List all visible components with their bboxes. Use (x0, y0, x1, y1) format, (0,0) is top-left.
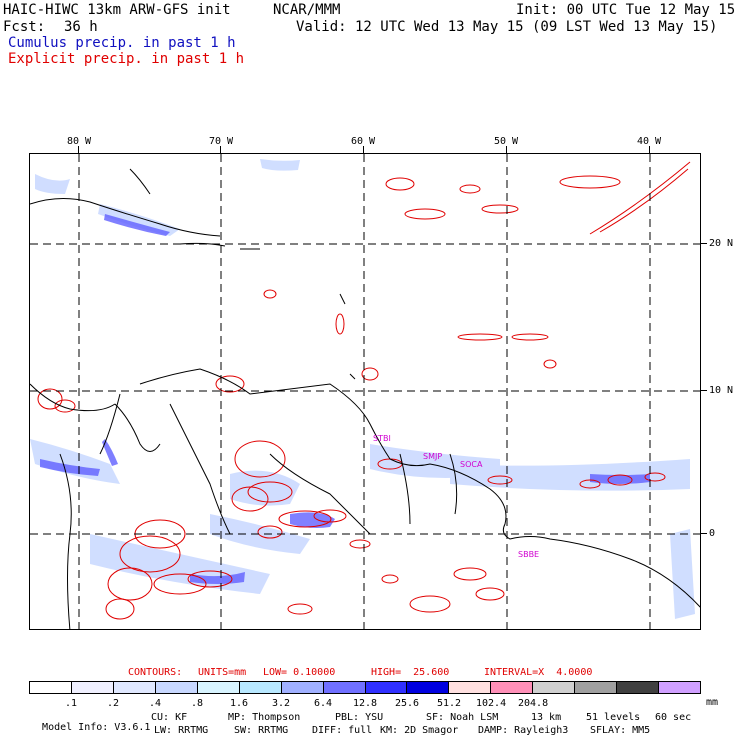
colorbar-tick-label: 102.4 (476, 698, 507, 709)
colorbar-tick-label: 3.2 (272, 698, 291, 709)
precip-map: STBI SMJP SOCA SBBE (29, 153, 701, 630)
model-cu: CU: KF (151, 712, 188, 723)
colorbar-swatch (155, 682, 198, 693)
colorbar-tick-label: 51.2 (437, 698, 462, 709)
colorbar-swatch (491, 682, 534, 693)
colorbar-tick-label: .1 (65, 698, 78, 709)
cumulus-precip-cores (40, 214, 650, 584)
center-name: NCAR/MMM (273, 2, 341, 18)
lat-label-10n: 10 N (709, 385, 734, 396)
station-label: SMJP (423, 452, 443, 461)
lon-label-50w: 50 W (494, 136, 519, 147)
model-pbl: PBL: YSU (335, 712, 384, 723)
colorbar-swatch (197, 682, 240, 693)
lon-tick (649, 146, 650, 153)
contours-label: CONTOURS: (128, 667, 183, 678)
colorbar-tick-label: .4 (149, 698, 162, 709)
model-levels: 51 levels (586, 712, 641, 723)
lat-label-20n: 20 N (709, 238, 734, 249)
model-damp: DAMP: Rayleigh3 (478, 725, 569, 736)
map-graphic (30, 154, 700, 629)
lon-tick (363, 146, 364, 153)
cumulus-precip-shading (30, 159, 695, 619)
colorbar-tick-label: .8 (191, 698, 204, 709)
model-sflay: SFLAY: MM5 (590, 725, 651, 736)
lon-label-40w: 40 W (637, 136, 662, 147)
contours-low: LOW= 0.10000 (263, 667, 336, 678)
lon-tick (78, 146, 79, 153)
lat-lon-grid (30, 154, 700, 629)
model-info-line-1: Model Info: V3.6.1 (30, 713, 150, 733)
station-label: STBI (373, 434, 391, 443)
colorbar-swatch (365, 682, 408, 693)
colorbar-tick-label: 204.8 (518, 698, 549, 709)
colorbar-tick-label: 1.6 (230, 698, 249, 709)
model-resolution: 13 km (531, 712, 562, 723)
colorbar-tick-label: 25.6 (395, 698, 420, 709)
model-version: Model Info: V3.6.1 (42, 722, 151, 733)
coastlines (30, 168, 700, 629)
lat-tick (701, 390, 707, 391)
model-lw: LW: RRTMG (154, 725, 209, 736)
colorbar-swatch (239, 682, 282, 693)
lat-tick (701, 243, 707, 244)
colorbar-swatch (449, 682, 492, 693)
lon-label-70w: 70 W (209, 136, 234, 147)
legend-explicit: Explicit precip. in past 1 h (8, 51, 245, 67)
colorbar-swatch (407, 682, 450, 693)
colorbar-swatch (281, 682, 324, 693)
contours-high: HIGH= 25.600 (371, 667, 450, 678)
colorbar-swatch (30, 682, 72, 693)
lon-tick (506, 146, 507, 153)
lon-tick (220, 146, 221, 153)
colorbar-swatch (575, 682, 618, 693)
colorbar-swatch (113, 682, 156, 693)
forecast-hour: 36 h (64, 19, 98, 35)
colorbar-swatch (71, 682, 114, 693)
legend-cumulus: Cumulus precip. in past 1 h (8, 35, 236, 51)
colorbar-tick-label: 6.4 (314, 698, 333, 709)
model-title: HAIC-HIWC 13km ARW-GFS init (3, 2, 231, 18)
colorbar-tick-label: .2 (107, 698, 120, 709)
model-sw: SW: RRTMG (234, 725, 289, 736)
model-mp: MP: Thompson (228, 712, 301, 723)
lat-tick (701, 533, 707, 534)
colorbar-swatch (659, 682, 700, 693)
model-timestep: 60 sec (655, 712, 692, 723)
model-km: KM: 2D Smagor (380, 725, 459, 736)
precip-colorbar (29, 681, 701, 694)
colorbar-swatch (323, 682, 366, 693)
init-time: Init: 00 UTC Tue 12 May 15 (516, 2, 736, 18)
colorbar-tick-label: 12.8 (353, 698, 378, 709)
station-label: SOCA (460, 460, 483, 469)
contours-interval: INTERVAL=X 4.0000 (484, 667, 593, 678)
model-diff: DIFF: full (312, 725, 373, 736)
model-sf: SF: Noah LSM (426, 712, 499, 723)
station-label: SBBE (518, 550, 540, 559)
lon-label-80w: 80 W (67, 136, 92, 147)
colorbar-swatch (617, 682, 660, 693)
colorbar-swatch (533, 682, 576, 693)
lat-label-equator: 0 (709, 528, 716, 539)
colorbar-unit: mm (706, 697, 719, 708)
lon-label-60w: 60 W (351, 136, 376, 147)
valid-time: Valid: 12 UTC Wed 13 May 15 (09 LST Wed … (296, 19, 718, 35)
forecast-label: Fcst: (3, 19, 46, 35)
contours-units: UNITS=mm (198, 667, 247, 678)
explicit-precip-contours (37, 161, 691, 620)
